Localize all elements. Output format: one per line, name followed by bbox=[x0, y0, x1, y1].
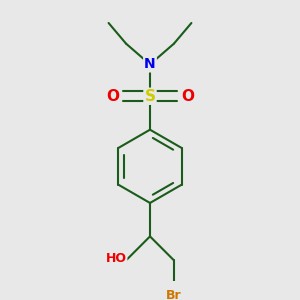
Text: HO: HO bbox=[105, 252, 126, 265]
Text: S: S bbox=[145, 89, 155, 104]
Text: O: O bbox=[106, 89, 119, 104]
Text: O: O bbox=[181, 89, 194, 104]
Text: N: N bbox=[144, 57, 156, 71]
Text: Br: Br bbox=[166, 289, 182, 300]
